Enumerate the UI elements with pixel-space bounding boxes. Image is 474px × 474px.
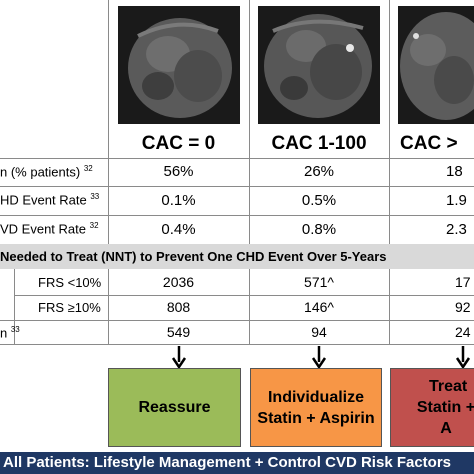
grid-line	[249, 0, 250, 244]
cell-frs-low-cac-over-100: 17	[455, 274, 471, 290]
cell-statin-cac-0: 549	[166, 324, 191, 340]
down-arrow-icon	[311, 346, 327, 368]
nnt-section-header: Needed to Treat (NNT) to Prevent One CHD…	[0, 244, 474, 269]
grid-line	[389, 0, 390, 244]
row-label-statin: n 33	[0, 325, 20, 341]
row-label-frs-high: FRS ≥10%	[38, 300, 101, 315]
cell-statin-cac-over-100: 24	[455, 324, 471, 340]
cell-frs-high-cac-over-100: 92	[455, 299, 471, 315]
row-label-prevalence: n (% patients) 32	[0, 164, 93, 180]
cell-chd-rate-cac-1-100: 0.5%	[301, 192, 337, 209]
ct-image-cac-0	[118, 6, 240, 124]
grid-line	[0, 158, 474, 159]
down-arrow-icon	[171, 346, 187, 368]
cell-prevalence-cac-over-100: 18	[446, 163, 463, 180]
column-header-cac-over-100: CAC >	[400, 133, 458, 154]
grid-line	[0, 186, 474, 187]
grid-line	[0, 344, 474, 345]
ct-image-cac-over-100	[398, 6, 474, 124]
cell-chd-rate-cac-0: 0.1%	[161, 192, 196, 209]
cell-prevalence-cac-1-100: 26%	[303, 163, 335, 180]
cell-frs-high-cac-0: 808	[166, 299, 191, 315]
grid-line	[14, 295, 474, 296]
cell-prevalence-cac-0: 56%	[163, 163, 194, 180]
grid-line	[108, 0, 109, 244]
ct-image-cac-1-100	[258, 6, 380, 124]
grid-line	[14, 269, 15, 344]
action-box-reassure: Reassure	[108, 368, 241, 447]
cell-frs-high-cac-1-100: 146^	[304, 299, 334, 315]
column-header-cac-0: CAC = 0	[141, 133, 216, 154]
row-label-frs-low: FRS <10%	[38, 275, 102, 290]
footer-banner: All Patients: Lifestyle Management + Con…	[0, 452, 474, 474]
down-arrow-icon	[455, 346, 471, 368]
grid-line	[249, 269, 250, 344]
cell-frs-low-cac-1-100: 571^	[304, 274, 334, 290]
cell-frs-low-cac-0: 2036	[162, 274, 195, 290]
cell-chd-rate-cac-over-100: 1.9	[446, 192, 467, 209]
cell-cvd-rate-cac-1-100: 0.8%	[301, 221, 337, 238]
cell-statin-cac-1-100: 94	[311, 324, 327, 340]
row-label-cvd-event-rate: VD Event Rate 32	[0, 221, 99, 237]
action-box-individualize: Individualize Statin + Aspirin	[250, 368, 382, 447]
row-label-chd-event-rate: HD Event Rate 33	[0, 192, 100, 208]
grid-line	[108, 269, 109, 344]
grid-line	[0, 320, 474, 321]
action-box-treat: Treat Statin + A	[390, 368, 474, 447]
grid-line	[0, 215, 474, 216]
cell-cvd-rate-cac-0: 0.4%	[161, 221, 196, 238]
column-header-cac-1-100: CAC 1-100	[271, 133, 367, 154]
grid-line	[389, 269, 390, 344]
cell-cvd-rate-cac-over-100: 2.3	[446, 221, 467, 238]
